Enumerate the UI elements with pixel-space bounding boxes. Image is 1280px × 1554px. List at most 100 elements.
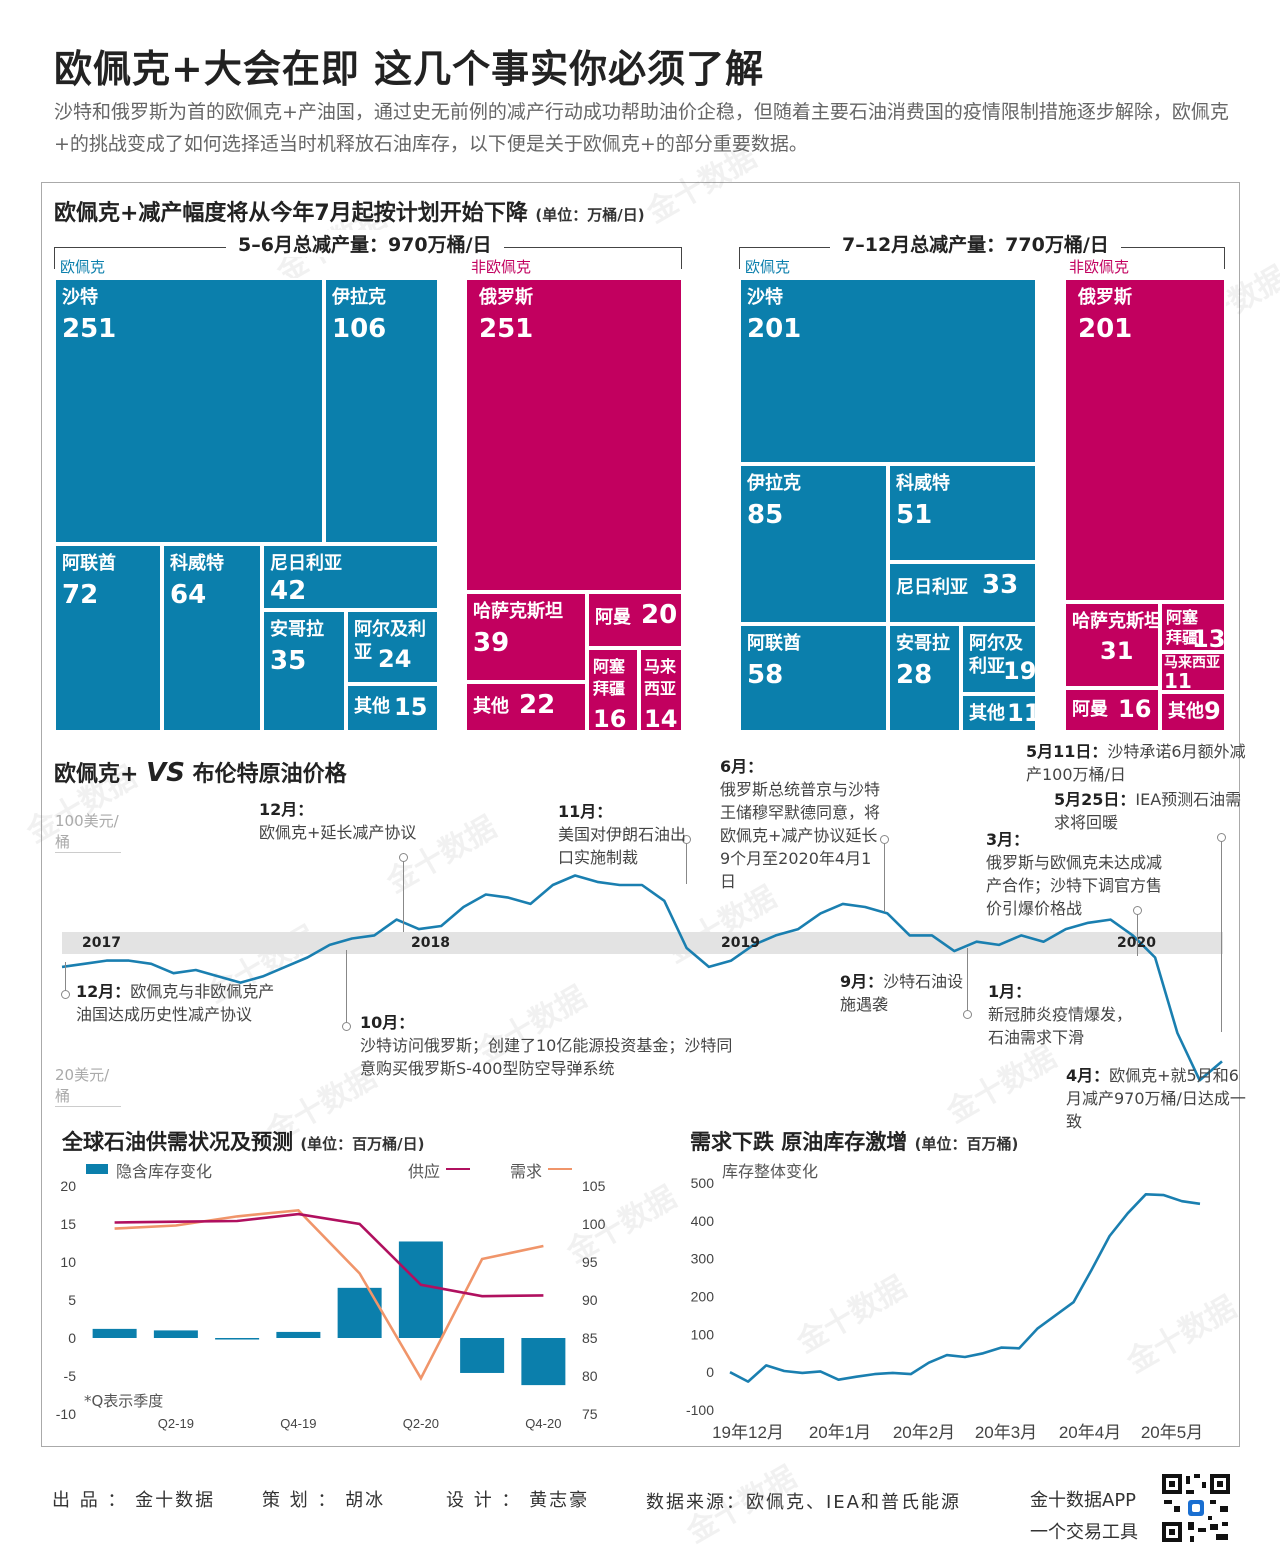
tile-iraq-mayjun: 伊拉克 106 <box>324 278 439 544</box>
annotation-date: 6月： <box>720 757 764 776</box>
tile-saudi-juldec: 沙特 201 <box>739 278 1037 464</box>
annotation-date: 12月： <box>259 800 314 819</box>
left-axis-tick: 20 <box>60 1178 76 1194</box>
right-axis-tick: 95 <box>582 1254 598 1270</box>
annotation-line <box>1221 838 1222 1032</box>
tile-value: 24 <box>378 645 412 673</box>
tile-value: 13 <box>1192 625 1226 652</box>
legend-bar-swatch <box>86 1164 108 1174</box>
treemap-title-text: 欧佩克+减产幅度将从今年7月起按计划开始下降 <box>54 201 528 226</box>
tile-angola-juldec: 安哥拉 28 <box>888 624 961 732</box>
brent-y-bottom: 20美元/桶 <box>55 1064 121 1107</box>
left-nonopec-label: 非欧佩克 <box>471 258 532 276</box>
inventory-change-bar <box>276 1331 321 1338</box>
legend-supply-swatch <box>446 1168 470 1170</box>
tile-value: 9 <box>1204 697 1221 725</box>
tile-kuwait-mayjun: 科威特 64 <box>162 544 262 732</box>
legend-supply-label: 供应 <box>408 1162 441 1181</box>
annotation-line <box>686 840 687 884</box>
annotation-date: 3月： <box>986 830 1030 849</box>
qr-code-icon[interactable] <box>1160 1472 1232 1544</box>
annotation-date: 11月： <box>558 802 613 821</box>
annotation-line <box>65 962 66 994</box>
tile-name: 阿曼 <box>1072 699 1108 720</box>
right-axis-tick: 80 <box>582 1368 598 1384</box>
tile-name: 科威特 <box>896 473 950 494</box>
inventory-change-bar <box>92 1328 137 1338</box>
tile-name: 哈萨克斯坦 <box>1072 611 1160 632</box>
x-tick-label: Q2-20 <box>403 1416 439 1431</box>
right-nonopec-label: 非欧佩克 <box>1069 258 1130 276</box>
annotation-date: 1月： <box>988 982 1032 1001</box>
tile-name: 尼日利亚 <box>270 553 342 574</box>
page-title: 欧佩克+大会在即 这几个事实你必须了解 <box>54 46 765 91</box>
footer-designer: 设 计 ： 黄志豪 <box>446 1490 590 1511</box>
annotation-text: 欧佩克+就5月和6月减产970万桶/日达成一致 <box>1066 1066 1246 1131</box>
tile-name: 其他 <box>969 703 1005 724</box>
tile-algeria-juldec: 阿尔及利亚 19 <box>961 624 1037 694</box>
x-tick-label: 20年1月 <box>809 1423 871 1442</box>
brent-y-top: 100美元/桶 <box>55 810 121 853</box>
annotation-text: 美国对伊朗石油出口实施制裁 <box>558 825 687 867</box>
annotation-nov2018: 11月： 美国对伊朗石油出口实施制裁 <box>558 800 698 869</box>
brent-title-vs: VS <box>146 758 185 788</box>
y-axis-tick: 500 <box>691 1175 715 1191</box>
right-axis-tick: 85 <box>582 1330 598 1346</box>
annotation-text: 俄罗斯总统普京与沙特王储穆罕默德同意，将欧佩克+减产协议延长9个月至2020年4… <box>720 780 881 891</box>
annotation-date: 12月： <box>76 982 131 1001</box>
inventory-ylabel: 库存整体变化 <box>722 1162 819 1181</box>
legend-demand-label: 需求 <box>510 1162 543 1181</box>
tile-uae-mayjun: 阿联酋 72 <box>54 544 162 732</box>
intro-text: 沙特和俄罗斯为首的欧佩克+产油国，通过史无前例的减产行动成功帮助油价企稳，但随着… <box>54 101 1229 155</box>
footer-producer: 出 品 ： 金十数据 <box>52 1490 216 1511</box>
annotation-date: 10月： <box>360 1013 415 1032</box>
tile-name: 伊拉克 <box>747 473 801 494</box>
inventory-title-text: 需求下跌 原油库存激增 <box>690 1130 908 1154</box>
tile-other-nonopec-juldec: 其他 9 <box>1160 692 1226 732</box>
tile-value: 16 <box>593 705 627 732</box>
tile-value: 201 <box>747 314 802 344</box>
tile-name: 哈萨克斯坦 <box>473 601 563 622</box>
annotation-text: 沙特访问俄罗斯；创建了10亿能源投资基金；沙特同意购买俄罗斯S-400型防空导弹… <box>360 1036 733 1078</box>
tile-name: 科威特 <box>170 553 224 574</box>
annotation-dot <box>342 1022 351 1031</box>
tile-russia-juldec: 俄罗斯 201 <box>1064 278 1226 602</box>
tile-name: 其他 <box>473 696 509 717</box>
right-axis-tick: 100 <box>582 1216 606 1232</box>
annotation-text: 沙特石油设施遇袭 <box>840 972 964 1014</box>
tile-uae-juldec: 阿联酋 58 <box>739 624 888 732</box>
tile-value: 22 <box>519 690 556 720</box>
annotation-date: 4月： <box>1066 1066 1110 1085</box>
x-tick-label: Q2-19 <box>158 1416 194 1431</box>
inventory-change-bar <box>460 1338 505 1373</box>
right-axis-tick: 90 <box>582 1292 598 1308</box>
tile-value: 85 <box>747 500 784 530</box>
annotation-text: 欧佩克+延长减产协议 <box>259 823 417 842</box>
tile-name: 阿联酋 <box>747 633 801 654</box>
y-axis-tick: 200 <box>691 1289 715 1305</box>
tile-value: 251 <box>62 314 117 344</box>
y-axis-tick: 100 <box>691 1326 715 1342</box>
annotation-line <box>403 858 404 932</box>
left-opec-label: 欧佩克 <box>60 258 106 276</box>
tile-name: 阿塞拜疆 <box>1166 608 1199 647</box>
annotation-line <box>1137 912 1138 956</box>
annotation-date: 5月25日： <box>1054 790 1136 809</box>
tile-algeria-mayjun: 阿尔及利亚 24 <box>346 610 439 684</box>
brent-title-b: 布伦特原油价格 <box>192 762 347 787</box>
footer-source: 数据来源：欧佩克、IEA和普氏能源 <box>646 1492 961 1513</box>
tile-value: 251 <box>479 314 534 344</box>
tile-value: 51 <box>896 500 933 530</box>
annotation-text: IEA预测石油需求将回暖 <box>1054 790 1242 832</box>
tile-name: 其他 <box>354 696 390 717</box>
tile-value: 72 <box>62 580 99 610</box>
tile-value: 19 <box>1003 657 1037 685</box>
inventory-title: 需求下跌 原油库存激增 (单位：百万桶) <box>690 1126 1018 1156</box>
inventory-unit: (单位：百万桶) <box>914 1135 1019 1153</box>
annotation-dec2017: 12月： 欧佩克+延长减产协议 <box>259 798 449 844</box>
tile-iraq-juldec: 伊拉克 85 <box>739 464 888 624</box>
annotation-text: 沙特承诺6月额外减产100万桶/日 <box>1026 742 1246 784</box>
annotation-jun2019: 6月： 俄罗斯总统普京与沙特王储穆罕默德同意，将欧佩克+减产协议延长9个月至202… <box>720 755 885 893</box>
annotation-jan2020: 1月： 新冠肺炎疫情爆发，石油需求下滑 <box>988 980 1134 1049</box>
